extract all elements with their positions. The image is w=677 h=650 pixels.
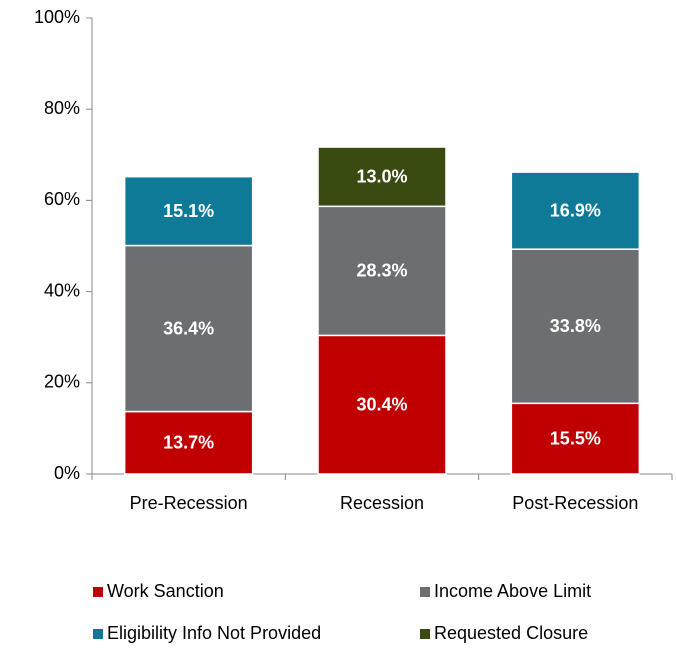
legend-label: Income Above Limit bbox=[434, 581, 591, 601]
bar-segment bbox=[123, 410, 254, 475]
legend-label: Work Sanction bbox=[107, 581, 224, 601]
legend-swatch bbox=[420, 587, 430, 597]
value-label: 13.0% bbox=[356, 166, 407, 186]
y-tick-label: 100% bbox=[34, 7, 80, 27]
y-tick-label: 60% bbox=[44, 189, 80, 209]
value-label: 15.5% bbox=[550, 428, 601, 448]
value-label: 15.1% bbox=[163, 201, 214, 221]
x-tick-label: Post-Recession bbox=[512, 493, 638, 513]
y-tick-label: 40% bbox=[44, 280, 80, 300]
value-label: 13.7% bbox=[163, 433, 214, 453]
bar-segment bbox=[510, 402, 641, 475]
bar-segment bbox=[510, 248, 641, 405]
value-label: 30.4% bbox=[356, 394, 407, 414]
bar-segment bbox=[317, 205, 447, 337]
y-tick-label: 80% bbox=[44, 98, 80, 118]
x-tick-label: Pre-Recession bbox=[130, 493, 248, 513]
x-tick-label: Recession bbox=[340, 493, 424, 513]
value-label: 33.8% bbox=[550, 316, 601, 336]
value-label: 36.4% bbox=[163, 318, 214, 338]
bar-segment bbox=[123, 175, 254, 247]
y-tick-label: 20% bbox=[44, 372, 80, 392]
legend-swatch bbox=[93, 587, 103, 597]
y-tick-label: 0% bbox=[54, 463, 80, 483]
legend-swatch bbox=[93, 629, 103, 639]
value-label: 16.9% bbox=[550, 200, 601, 220]
legend-label: Eligibility Info Not Provided bbox=[107, 623, 321, 643]
bar-segment bbox=[123, 244, 254, 413]
value-label: 28.3% bbox=[356, 261, 407, 281]
bar-segment bbox=[510, 171, 641, 250]
bar-segment bbox=[317, 146, 447, 208]
legend-label: Requested Closure bbox=[434, 623, 588, 643]
legend-swatch bbox=[420, 629, 430, 639]
